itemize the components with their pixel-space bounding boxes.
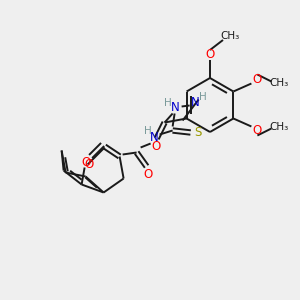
Text: O: O — [143, 168, 152, 181]
Text: O: O — [253, 124, 262, 137]
Text: O: O — [151, 140, 160, 153]
Text: H: H — [144, 125, 152, 136]
Text: O: O — [253, 73, 262, 86]
Text: O: O — [206, 49, 214, 62]
Text: O: O — [84, 158, 93, 171]
Text: S: S — [194, 126, 201, 139]
Text: N: N — [150, 131, 159, 144]
Text: N: N — [191, 96, 200, 109]
Text: CH₃: CH₃ — [270, 79, 289, 88]
Text: CH₃: CH₃ — [270, 122, 289, 131]
Text: N: N — [171, 101, 180, 114]
Text: O: O — [81, 156, 90, 169]
Text: H: H — [164, 98, 172, 107]
Text: CH₃: CH₃ — [220, 31, 240, 41]
Text: H: H — [199, 92, 206, 101]
